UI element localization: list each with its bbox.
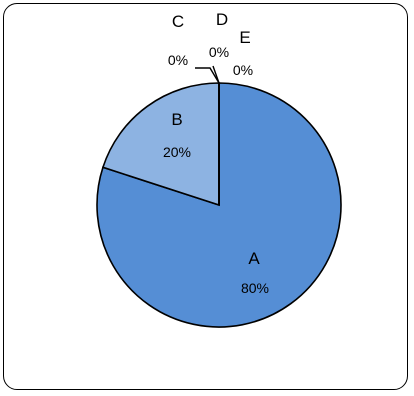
label-b-name: B [171,110,182,129]
label-c-name: C [172,12,184,31]
label-c-percent: 0% [168,52,188,68]
leader-line-c [195,67,220,84]
label-d-percent: 0% [209,44,229,60]
leader-lines [195,65,220,84]
pie-slices [96,82,342,328]
pie-slice-b [101,82,220,207]
label-e-name: E [239,28,250,47]
leader-line-e [212,65,220,84]
label-d-name: D [216,10,228,29]
data-labels: A 80% B 20% C 0% D 0% E 0% [163,10,269,296]
label-a-name: A [248,249,260,268]
label-b-percent: 20% [163,144,191,160]
label-e-percent: 0% [233,62,253,78]
label-a-percent: 80% [241,280,269,296]
